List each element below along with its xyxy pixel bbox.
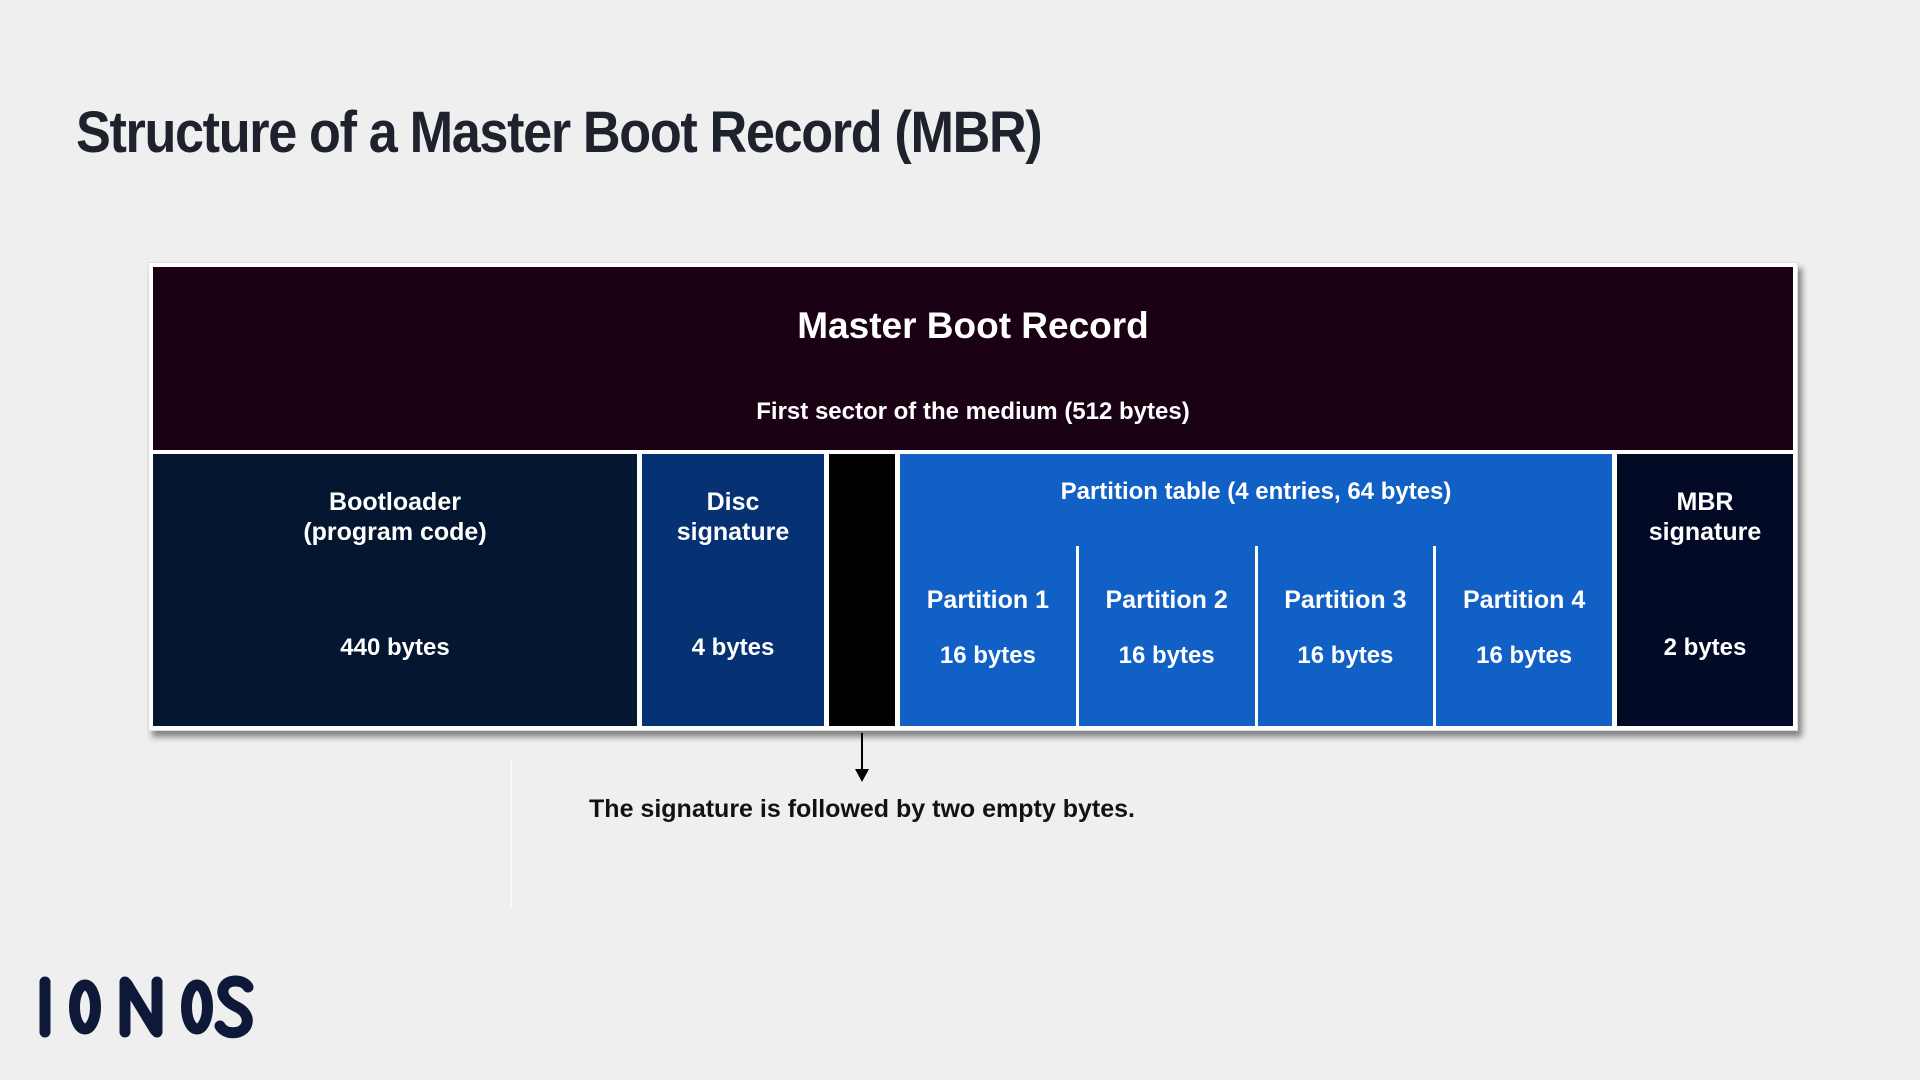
bootloader-label: Bootloader (program code): [153, 487, 637, 547]
partition-2-size: 16 bytes: [1118, 642, 1215, 669]
mbr-header-subtitle: First sector of the medium (512 bytes): [756, 398, 1190, 425]
bootloader-label-line1: Bootloader: [329, 488, 461, 516]
partition-table-cells: Partition 1 16 bytes Partition 2 16 byte…: [900, 546, 1612, 726]
disc-signature-label-line1: Disc: [706, 488, 760, 516]
down-arrow-line: [861, 733, 863, 770]
partition-2-label: Partition 2: [1105, 586, 1228, 614]
partition-1-size: 16 bytes: [939, 642, 1036, 669]
signature-annotation: The signature is followed by two empty b…: [589, 795, 1135, 823]
bootloader-label-line2: (program code): [303, 518, 487, 546]
disc-signature-label: Disc signature: [642, 487, 824, 547]
mbr-signature-size: 2 bytes: [1663, 634, 1747, 661]
divider-line: [510, 760, 512, 907]
partition-4-size: 16 bytes: [1476, 642, 1573, 669]
mbr-segments-row: Bootloader (program code) 440 bytes Disc…: [153, 454, 1793, 726]
partition-table-label: Partition table (4 entries, 64 bytes): [1060, 478, 1452, 505]
segment-mbr-signature: MBR signature 2 bytes: [1617, 454, 1793, 726]
segment-bootloader: Bootloader (program code) 440 bytes: [153, 454, 637, 726]
partition-3-label: Partition 3: [1284, 586, 1407, 614]
partition-3-size: 16 bytes: [1297, 642, 1394, 669]
disc-signature-size: 4 bytes: [691, 634, 775, 661]
partition-1-label: Partition 1: [926, 586, 1049, 614]
ionos-logo-letters: [39, 975, 254, 1039]
partition-1-cell: Partition 1 16 bytes: [900, 546, 1076, 726]
partition-2-cell: Partition 2 16 bytes: [1078, 546, 1255, 726]
down-arrow-icon: [855, 769, 869, 782]
mbr-header: Master Boot Record First sector of the m…: [153, 267, 1793, 450]
partition-3-cell: Partition 3 16 bytes: [1257, 546, 1434, 726]
segment-empty-bytes: [829, 454, 895, 726]
mbr-signature-label: MBR signature: [1617, 487, 1793, 547]
mbr-signature-label-line1: MBR: [1676, 488, 1734, 516]
mbr-header-title: Master Boot Record: [797, 305, 1149, 346]
partition-4-label: Partition 4: [1463, 586, 1586, 614]
segment-partition-table: Partition table (4 entries, 64 bytes) Pa…: [900, 454, 1612, 726]
ionos-logo: [39, 975, 254, 1039]
bootloader-size: 440 bytes: [340, 634, 450, 661]
mbr-signature-label-line2: signature: [1648, 518, 1762, 546]
disc-signature-label-line2: signature: [676, 518, 790, 546]
mbr-diagram: Master Boot Record First sector of the m…: [148, 262, 1798, 731]
page-title: Structure of a Master Boot Record (MBR): [76, 99, 1043, 165]
partition-4-cell: Partition 4 16 bytes: [1436, 546, 1612, 726]
segment-disc-signature: Disc signature 4 bytes: [642, 454, 824, 726]
